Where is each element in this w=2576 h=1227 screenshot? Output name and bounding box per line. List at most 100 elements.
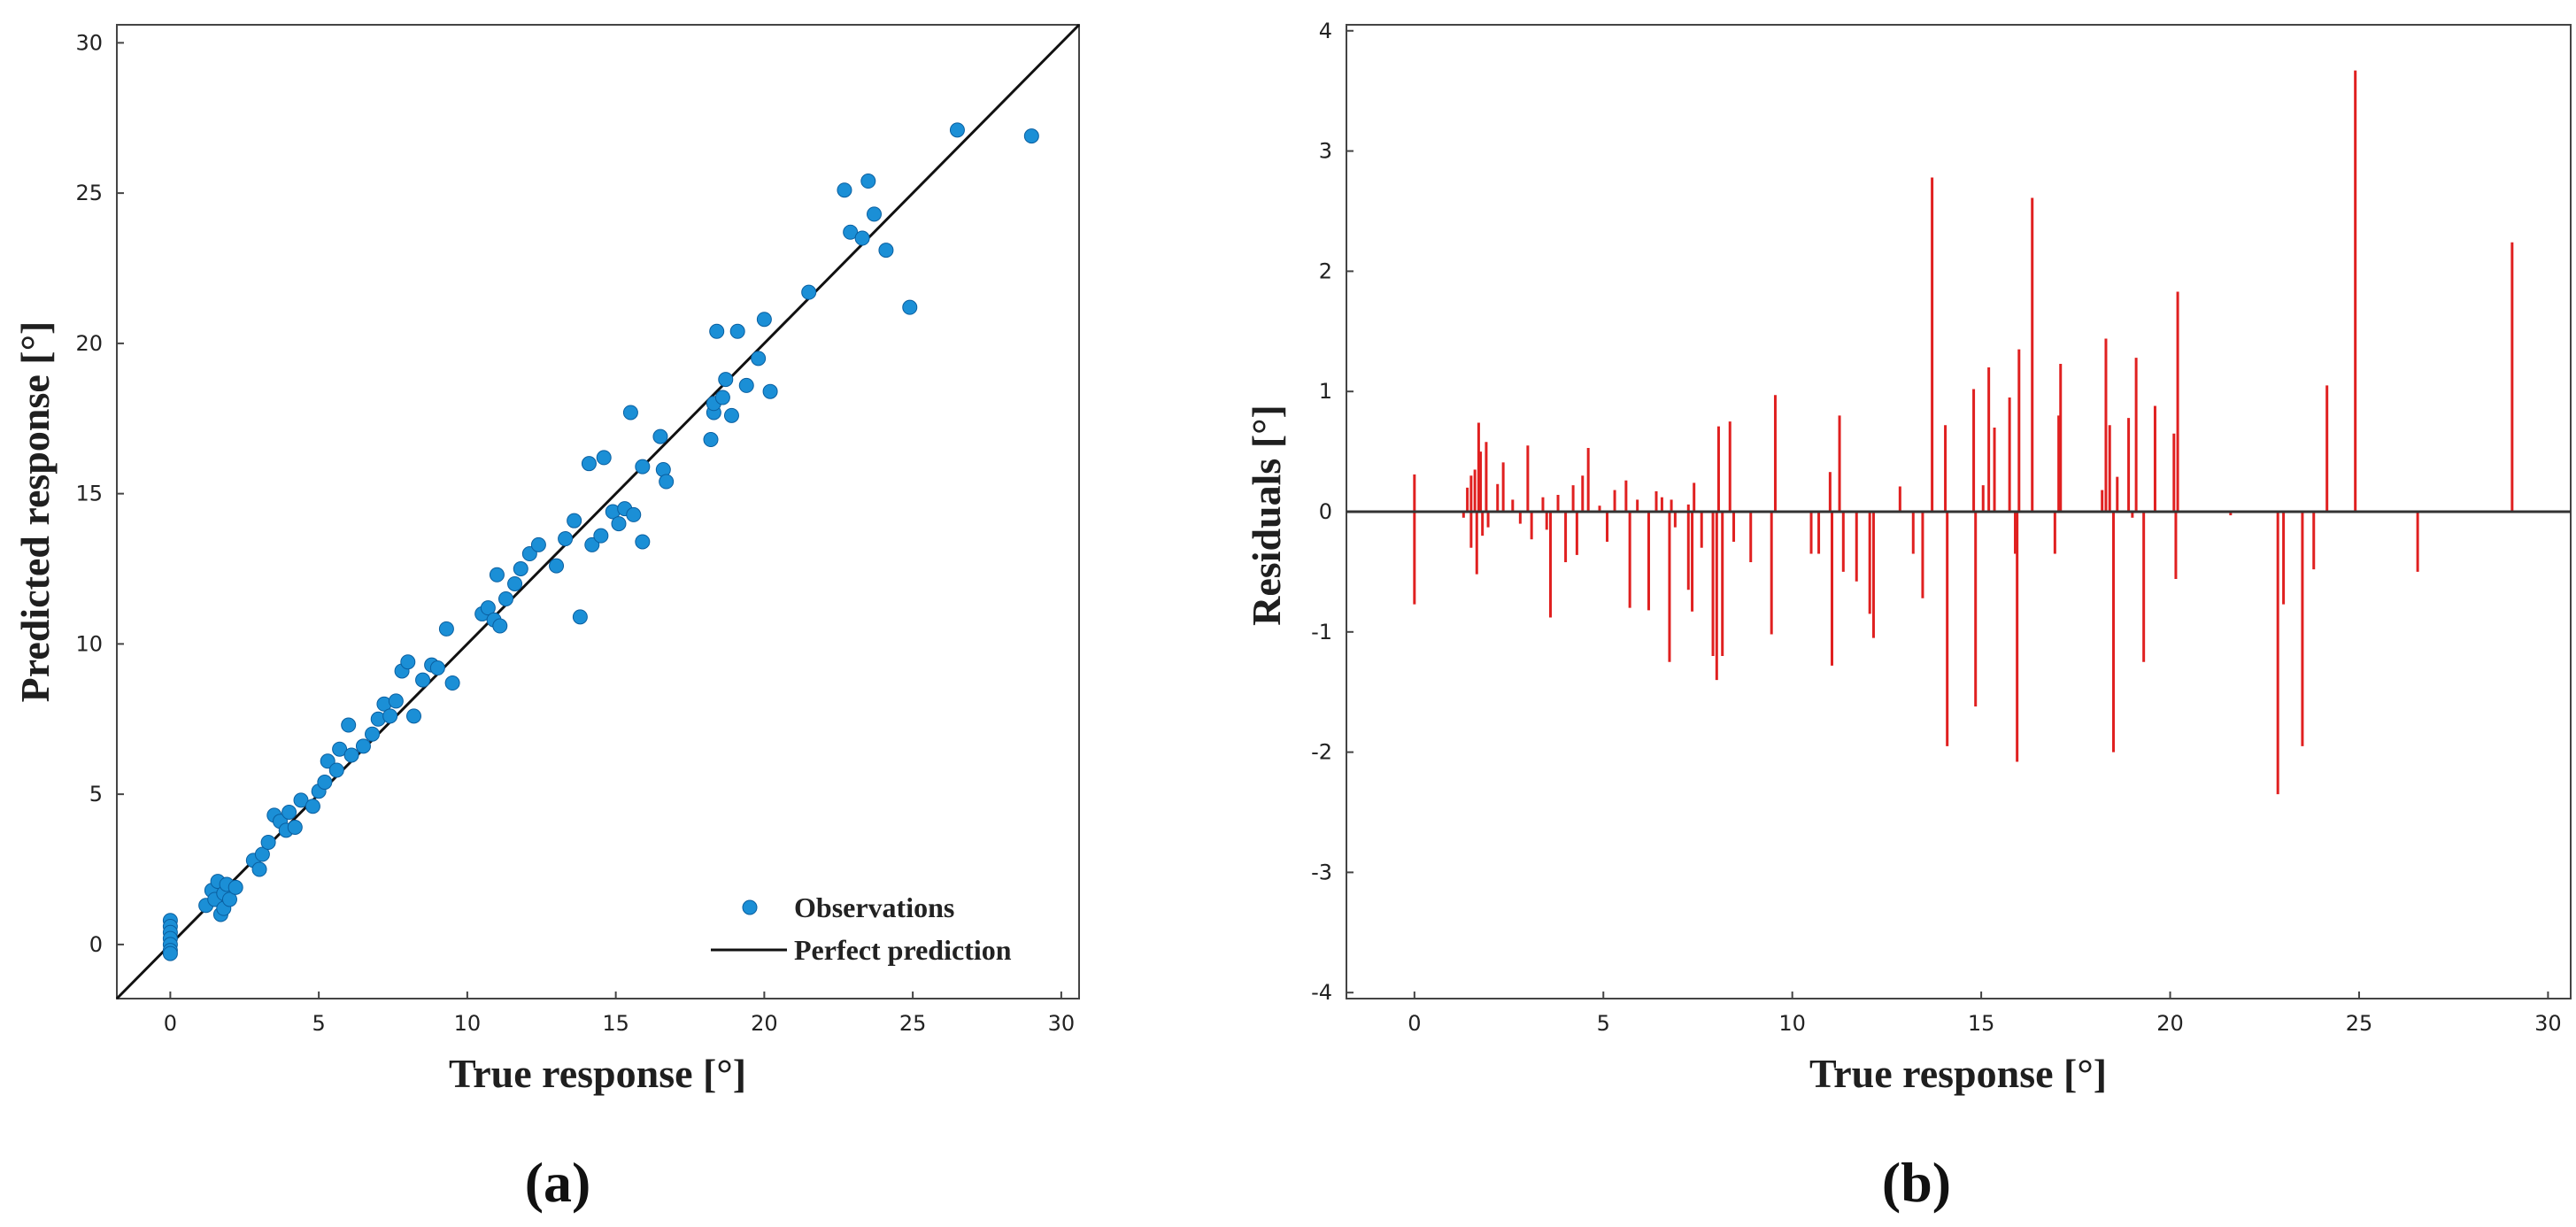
x-tick-label-b: 20 [2156, 1011, 2184, 1036]
observation-point [1023, 128, 1039, 144]
observation-point [497, 590, 513, 606]
observation-point [949, 122, 965, 138]
panel-label-a: (a) [525, 1151, 591, 1214]
panel-label-b: (b) [1882, 1151, 1951, 1214]
observation-point [593, 528, 609, 544]
legend-marker-observations [742, 899, 758, 915]
observation-point [521, 546, 537, 562]
observation-point [365, 726, 381, 742]
y-tick-label-a: 15 [75, 482, 103, 506]
x-tick-label-a: 0 [164, 1011, 177, 1036]
observation-point [837, 182, 852, 198]
observation-point [738, 377, 754, 393]
plot-a-frame [116, 24, 1080, 999]
plot-b-ticks: 0 5 10 15 20 25 30 -4 -3 -2 -1 0 1 2 3 4 [1311, 19, 2562, 1036]
observation-point [388, 693, 404, 709]
observation-point [405, 708, 421, 724]
observation-point [341, 717, 357, 733]
y-tick-label-a: 30 [75, 30, 103, 55]
x-tick-label-b: 25 [2346, 1011, 2373, 1036]
observation-point [530, 536, 546, 552]
observation-point [756, 312, 772, 328]
observation-point [355, 738, 371, 754]
observation-points [162, 122, 1039, 961]
observation-point [878, 243, 894, 259]
observation-point [596, 450, 612, 466]
y-tick-label-a: 0 [89, 932, 103, 957]
observation-point [801, 284, 817, 300]
y-tick-label-b: 2 [1319, 259, 1332, 283]
y-tick-label-b: -4 [1311, 980, 1332, 1005]
y-axis-label-b: Residuals [°] [1244, 405, 1289, 626]
observation-point [635, 534, 651, 550]
scatter-panel: 0 5 10 15 20 25 30 0 5 10 15 20 25 30 Observations Pe… [12, 23, 1081, 1214]
y-tick-label-b: 4 [1319, 19, 1332, 43]
x-tick-label-a: 10 [454, 1011, 482, 1036]
observation-point [854, 230, 870, 246]
observation-point [611, 516, 627, 532]
observation-point [429, 660, 445, 676]
x-tick-label-a: 25 [899, 1011, 927, 1036]
observation-point [221, 891, 237, 907]
observation-point [328, 762, 344, 778]
y-tick-label-b: 3 [1319, 139, 1332, 164]
observation-point [635, 459, 651, 475]
x-tick-label-b: 30 [2534, 1011, 2562, 1036]
observation-point [572, 609, 588, 625]
observation-point [729, 323, 745, 339]
observation-point [507, 575, 523, 591]
observation-point [228, 879, 243, 895]
x-axis-label-a: True response [°] [449, 1051, 746, 1096]
observation-point [438, 621, 454, 637]
observation-point [162, 945, 178, 961]
observation-point [860, 174, 876, 189]
observation-point [751, 351, 767, 367]
observation-point [723, 407, 739, 423]
observation-point [293, 792, 309, 808]
x-tick-label-a: 20 [751, 1011, 778, 1036]
y-tick-label-b: 0 [1319, 499, 1332, 524]
observation-point [415, 672, 431, 688]
observation-point [260, 834, 276, 850]
y-axis-label-a: Predicted response [°] [12, 321, 58, 703]
observation-point [382, 708, 398, 724]
observation-point [492, 618, 508, 634]
observation-point [254, 846, 270, 862]
observation-point [320, 753, 335, 769]
observation-point [622, 405, 638, 421]
y-tick-label-a: 10 [75, 631, 103, 656]
y-tick-label-b: -1 [1311, 620, 1332, 644]
x-tick-label-a: 15 [602, 1011, 629, 1036]
perfect-prediction-line [115, 23, 1081, 1000]
observation-point [581, 456, 597, 472]
observation-point [305, 799, 320, 814]
observation-point [709, 323, 725, 339]
observation-point [652, 428, 668, 444]
x-tick-label-a: 30 [1048, 1011, 1076, 1036]
residual-stems [1413, 70, 2514, 795]
observation-point [567, 513, 582, 529]
residuals-panel: 0 5 10 15 20 25 30 -4 -3 -2 -1 0 1 2 3 4 True response … [1244, 19, 2572, 1214]
observation-point [584, 536, 600, 552]
observation-point [444, 675, 460, 691]
observation-point [489, 567, 505, 583]
observation-point [513, 561, 528, 577]
x-tick-label-b: 0 [1408, 1011, 1421, 1036]
observation-point [251, 861, 267, 877]
x-axis-label-b: True response [°] [1809, 1051, 2107, 1096]
observation-point [332, 741, 348, 757]
observation-point [549, 558, 565, 574]
observation-point [282, 805, 297, 821]
observation-point [626, 506, 642, 522]
x-tick-label-b: 15 [1968, 1011, 1995, 1036]
x-tick-label-b: 10 [1778, 1011, 1806, 1036]
y-tick-label-a: 25 [75, 181, 103, 205]
observation-point [287, 819, 303, 835]
y-tick-label-b: -3 [1311, 860, 1332, 884]
legend-label-perfect-prediction: Perfect prediction [794, 934, 1012, 966]
observation-point [480, 600, 496, 616]
observation-point [659, 474, 675, 490]
observation-point [703, 432, 719, 448]
y-tick-label-a: 5 [89, 782, 103, 806]
